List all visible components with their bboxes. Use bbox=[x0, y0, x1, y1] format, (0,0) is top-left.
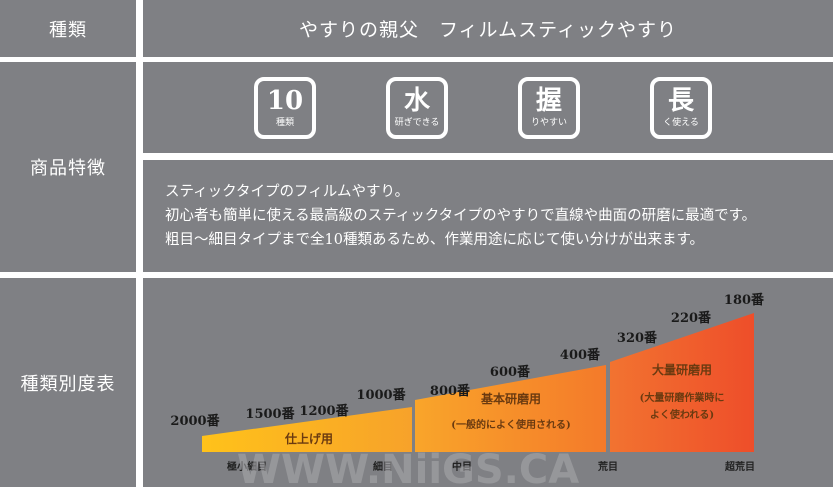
badge-sub: 種類 bbox=[275, 118, 294, 128]
grit-chart: 仕上げ用 基本研磨用 (一般的によく使用される) 大量研磨用 (大量研磨作業時によく使わ… bbox=[170, 292, 765, 491]
grit-chart-cell: 仕上げ用 基本研磨用 (一般的によく使用される) 大量研磨用 (大量研磨作業時に よく使わ… bbox=[143, 278, 833, 491]
grit-segment-band bbox=[610, 313, 754, 452]
segment-name: 基本研磨用 bbox=[480, 391, 541, 406]
description-line: 初心者も簡単に使える最高級のスティックタイプのやすりで直線や曲面の研磨に最適です… bbox=[165, 208, 757, 224]
grit-label: 800番 bbox=[430, 383, 471, 399]
coarseness-label: 中目 bbox=[452, 460, 472, 473]
grit-label: 600番 bbox=[490, 364, 531, 380]
features-label: 商品特徴 bbox=[30, 158, 106, 179]
badge-sub: りやすい bbox=[530, 118, 567, 128]
description-line: 粗目～細目タイプまで全10種類あるため、作業用途に応じて使い分けが出来ます。 bbox=[165, 232, 704, 248]
grit-label: 180番 bbox=[724, 292, 765, 308]
grit-label: 1200番 bbox=[299, 403, 349, 419]
segment-name: 大量研磨用 bbox=[652, 362, 712, 377]
coarseness-label: 極小細目 bbox=[227, 460, 267, 473]
type-label: 種類 bbox=[49, 19, 87, 41]
segment-note: よく使われる) bbox=[650, 408, 714, 421]
grit-label: 1500番 bbox=[245, 406, 295, 422]
description-line: スティックタイプのフィルムやすり。 bbox=[165, 184, 410, 200]
feature-badges: 10 種類 水 研ぎできる 握 りやすい 長 く使える bbox=[143, 62, 833, 153]
grit-label: 2000番 bbox=[170, 413, 220, 429]
coarseness-label: 荒目 bbox=[597, 460, 618, 473]
grit-segment-band bbox=[415, 365, 606, 452]
grit-chart-label-cell: 種類別度表 bbox=[0, 278, 136, 487]
badge-sub: く使える bbox=[663, 118, 699, 128]
long-lasting-icon: 長 く使える bbox=[650, 77, 712, 139]
grit-chart-label: 種類別度表 bbox=[20, 373, 116, 395]
coarseness-label: 超荒目 bbox=[724, 460, 755, 473]
ten-types-icon: 10 種類 bbox=[254, 77, 316, 139]
description-cell: スティックタイプのフィルムやすり。 初心者も簡単に使える最高級のスティックタイプ… bbox=[143, 160, 833, 272]
badge-main: 長 bbox=[667, 86, 694, 116]
badge-sub: 研ぎできる bbox=[394, 118, 440, 128]
segment-note: (大量研磨作業時に bbox=[640, 391, 725, 404]
segment-note: (一般的によく使用される) bbox=[451, 418, 570, 431]
type-label-cell: 種類 bbox=[0, 0, 136, 57]
grit-label: 320番 bbox=[617, 330, 658, 346]
grit-segment-band bbox=[202, 407, 412, 452]
badge-main: 握 bbox=[535, 86, 562, 116]
grit-label: 400番 bbox=[560, 347, 601, 363]
badge-main: 10 bbox=[266, 86, 304, 116]
badge-main: 水 bbox=[403, 86, 430, 116]
coarseness-label: 細目 bbox=[373, 460, 393, 473]
features-label-cell: 商品特徴 bbox=[0, 62, 136, 272]
product-name-cell: やすりの親父 フィルムスティックやすり bbox=[143, 0, 833, 57]
grit-label: 1000番 bbox=[356, 387, 406, 403]
product-name: やすりの親父 フィルムスティックやすり bbox=[298, 19, 678, 41]
watermark: WWW.NiiGS.CA bbox=[237, 447, 579, 487]
grit-label: 220番 bbox=[671, 310, 712, 326]
segment-name: 仕上げ用 bbox=[284, 431, 333, 446]
easy-grip-icon: 握 りやすい bbox=[518, 77, 580, 139]
water-sharpening-icon: 水 研ぎできる bbox=[386, 77, 448, 139]
